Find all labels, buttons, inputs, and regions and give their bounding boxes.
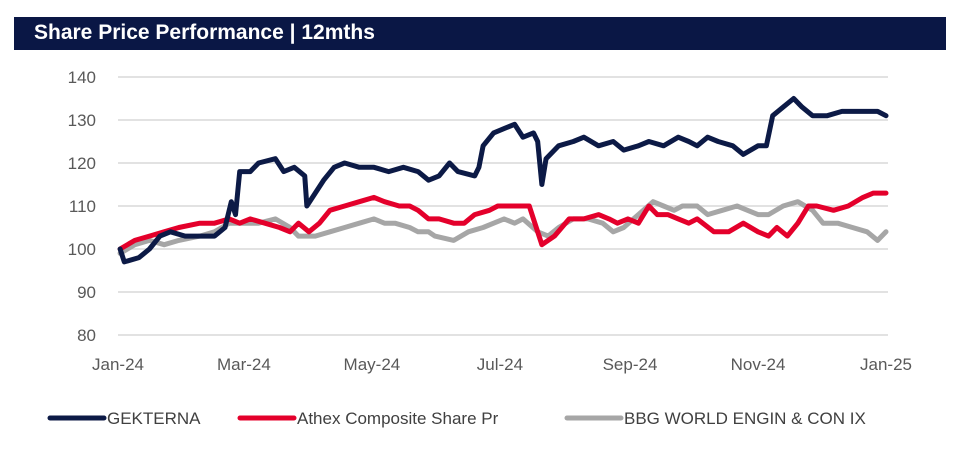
x-tick-label: Sep-24 xyxy=(603,355,658,374)
y-tick-label: 80 xyxy=(77,326,96,345)
series-line-bbg-world-engin-con-ix xyxy=(117,199,889,256)
chart-title-bar: Share Price Performance | 12mths xyxy=(14,17,946,50)
y-tick-label: 120 xyxy=(68,154,96,173)
legend-label: Athex Composite Share Pr xyxy=(297,409,499,428)
y-tick-label: 110 xyxy=(69,197,96,216)
chart-title: Share Price Performance | 12mths xyxy=(34,21,375,44)
y-tick-label: 130 xyxy=(68,111,96,130)
series-line-gekterna xyxy=(117,96,889,265)
y-tick-label: 100 xyxy=(68,240,96,259)
x-tick-label: Nov-24 xyxy=(731,355,786,374)
legend-label: BBG WORLD ENGIN & CON IX xyxy=(624,409,866,428)
x-tick-label: Jan-25 xyxy=(860,355,912,374)
x-tick-label: May-24 xyxy=(344,355,401,374)
legend-label: GEKTERNA xyxy=(107,409,201,428)
x-tick-label: Jan-24 xyxy=(92,355,144,374)
series-line-athex-composite-share-pr xyxy=(117,190,889,252)
x-tick-label: Mar-24 xyxy=(217,355,271,374)
x-tick-label: Jul-24 xyxy=(477,355,523,374)
y-tick-label: 90 xyxy=(77,283,96,302)
y-tick-label: 140 xyxy=(68,68,96,87)
